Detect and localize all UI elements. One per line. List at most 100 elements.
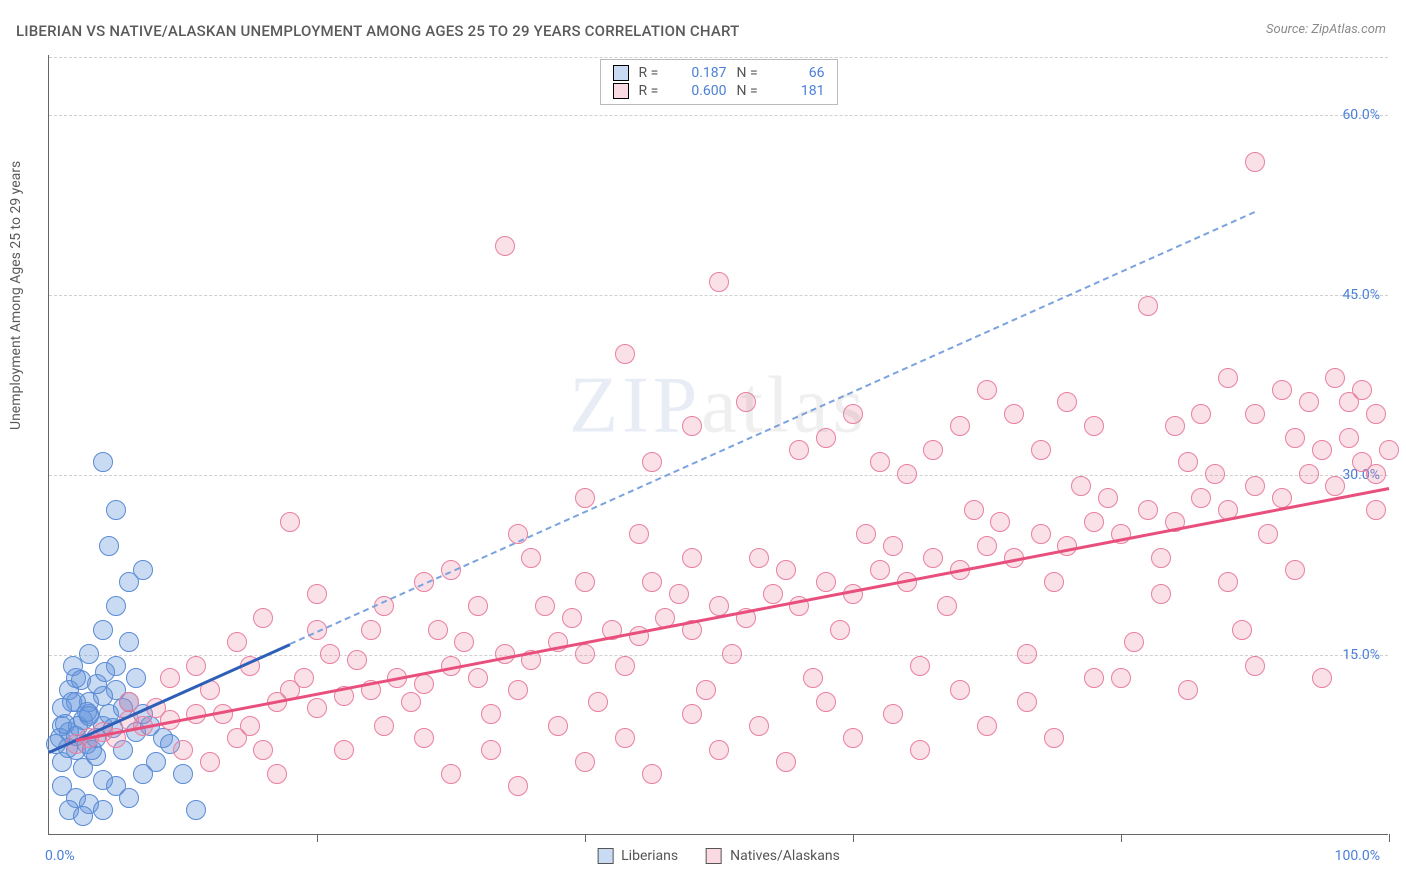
- data-point: [816, 572, 836, 592]
- data-point: [977, 380, 997, 400]
- data-point: [1031, 440, 1051, 460]
- data-point: [119, 692, 139, 712]
- data-point: [1044, 572, 1064, 592]
- chart-title: LIBERIAN VS NATIVE/ALASKAN UNEMPLOYMENT …: [16, 22, 740, 40]
- data-point: [1084, 512, 1104, 532]
- y-axis-label: Unemployment Among Ages 25 to 29 years: [8, 161, 24, 430]
- data-point: [454, 632, 474, 652]
- data-point: [200, 752, 220, 772]
- data-point: [280, 512, 300, 532]
- data-point: [93, 620, 113, 640]
- data-point: [1258, 524, 1278, 544]
- gridline: [49, 475, 1388, 476]
- data-point: [776, 560, 796, 580]
- data-point: [481, 704, 501, 724]
- data-point: [910, 740, 930, 760]
- data-point: [508, 776, 528, 796]
- bottom-legend: Liberians Natives/Alaskans: [597, 848, 840, 864]
- data-point: [1098, 488, 1118, 508]
- data-point: [1151, 548, 1171, 568]
- legend-item-liberians: Liberians: [597, 848, 678, 864]
- data-point: [722, 644, 742, 664]
- data-point: [1004, 404, 1024, 424]
- data-point: [1285, 428, 1305, 448]
- data-point: [575, 572, 595, 592]
- data-point: [870, 452, 890, 472]
- data-point: [521, 548, 541, 568]
- data-point: [1366, 500, 1386, 520]
- data-point: [99, 536, 119, 556]
- stat-n-label: N =: [737, 65, 765, 81]
- data-point: [93, 800, 113, 820]
- data-point: [1071, 476, 1091, 496]
- legend-label-1: Liberians: [621, 848, 678, 864]
- data-point: [776, 752, 796, 772]
- data-point: [709, 596, 729, 616]
- data-point: [883, 536, 903, 556]
- data-point: [307, 584, 327, 604]
- data-point: [95, 662, 115, 682]
- data-point: [1205, 464, 1225, 484]
- data-point: [1218, 368, 1238, 388]
- data-point: [186, 656, 206, 676]
- data-point: [548, 716, 568, 736]
- data-point: [562, 608, 582, 628]
- stat-r-label: R =: [639, 65, 667, 81]
- data-point: [964, 500, 984, 520]
- data-point: [883, 704, 903, 724]
- data-point: [749, 548, 769, 568]
- watermark-text-a: ZIP: [569, 361, 701, 449]
- data-point: [227, 728, 247, 748]
- data-point: [267, 764, 287, 784]
- regression-line-blue-dash: [290, 211, 1256, 645]
- data-point: [870, 560, 890, 580]
- data-point: [1191, 488, 1211, 508]
- x-axis-max-label: 100.0%: [1335, 848, 1380, 864]
- data-point: [1245, 476, 1265, 496]
- x-tick: [317, 834, 318, 842]
- data-point: [160, 668, 180, 688]
- stat-n-label: N =: [737, 83, 765, 99]
- data-point: [1191, 404, 1211, 424]
- data-point: [575, 644, 595, 664]
- swatch-blue-icon: [613, 65, 629, 81]
- data-point: [119, 788, 139, 808]
- data-point: [1245, 656, 1265, 676]
- data-point: [1379, 440, 1399, 460]
- x-axis-min-label: 0.0%: [45, 848, 75, 864]
- data-point: [1272, 488, 1292, 508]
- data-point: [374, 716, 394, 736]
- data-point: [1178, 452, 1198, 472]
- data-point: [897, 464, 917, 484]
- data-point: [508, 680, 528, 700]
- data-point: [253, 740, 273, 760]
- data-point: [1151, 584, 1171, 604]
- data-point: [856, 524, 876, 544]
- data-point: [1044, 728, 1064, 748]
- data-point: [843, 404, 863, 424]
- data-point: [414, 674, 434, 694]
- data-point: [588, 692, 608, 712]
- data-point: [119, 632, 139, 652]
- data-point: [1178, 680, 1198, 700]
- data-point: [615, 728, 635, 748]
- data-point: [106, 596, 126, 616]
- data-point: [830, 620, 850, 640]
- legend-item-natives: Natives/Alaskans: [706, 848, 840, 864]
- data-point: [990, 512, 1010, 532]
- data-point: [414, 728, 434, 748]
- data-point: [1325, 368, 1345, 388]
- data-point: [253, 608, 273, 628]
- data-point: [950, 680, 970, 700]
- data-point: [642, 764, 662, 784]
- data-point: [789, 440, 809, 460]
- data-point: [1299, 392, 1319, 412]
- data-point: [71, 670, 91, 690]
- data-point: [1285, 560, 1305, 580]
- data-point: [468, 596, 488, 616]
- data-point: [401, 692, 421, 712]
- data-point: [1325, 476, 1345, 496]
- data-point: [803, 668, 823, 688]
- data-point: [682, 416, 702, 436]
- stat-r-label: R =: [639, 83, 667, 99]
